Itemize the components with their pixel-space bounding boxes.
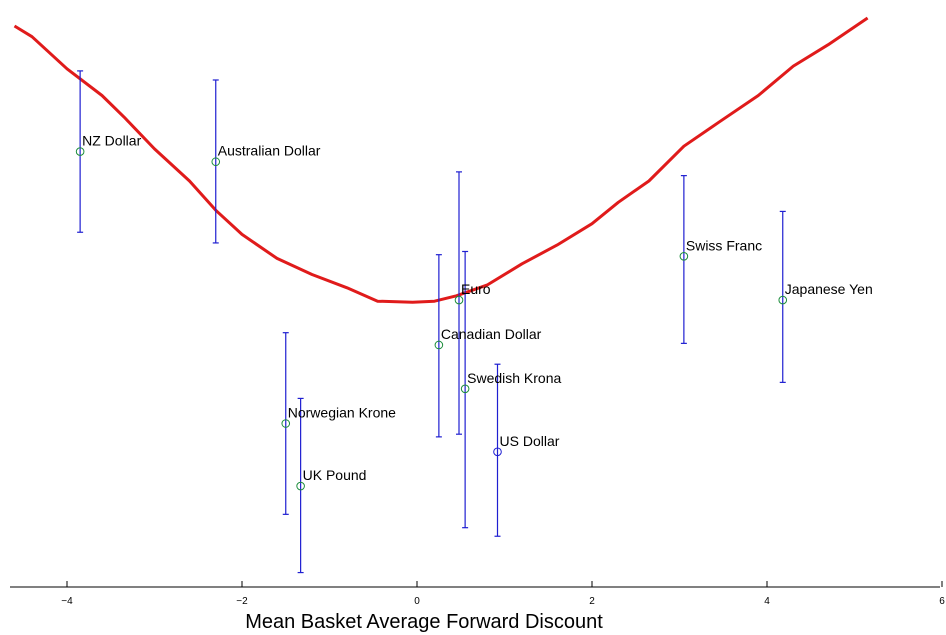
x-tick-label: 6: [939, 596, 945, 607]
x-tick-label: −4: [61, 596, 73, 607]
x-axis-title: Mean Basket Average Forward Discount: [245, 611, 603, 633]
data-point-label: Swiss Franc: [686, 237, 762, 253]
data-point-marker: [778, 295, 788, 305]
data-point-label: NZ Dollar: [82, 133, 141, 149]
data-point-label: US Dollar: [500, 433, 560, 449]
data-point-marker: [434, 340, 444, 350]
data-point-marker: [454, 295, 464, 305]
data-point-label: UK Pound: [303, 467, 367, 483]
x-tick-label: −2: [236, 596, 248, 607]
data-point-label: Japanese Yen: [785, 281, 873, 297]
data-point-marker: [211, 157, 221, 167]
data-point-label: Swedish Krona: [467, 370, 561, 386]
data-point-label: Euro: [461, 281, 491, 297]
x-tick-label: 2: [589, 596, 595, 607]
data-point-marker: [493, 447, 502, 457]
x-axis: −4 −2 0 2 4 6: [10, 581, 945, 607]
markers-layer: [75, 147, 788, 491]
data-point-label: Canadian Dollar: [441, 326, 542, 342]
data-point-marker: [460, 384, 470, 394]
data-point-marker: [75, 147, 85, 156]
data-point-marker: [679, 251, 689, 261]
data-point-label: Australian Dollar: [218, 143, 321, 159]
x-tick-label: 0: [414, 596, 420, 607]
data-point-label: Norwegian Krone: [288, 405, 396, 421]
data-point-marker: [296, 481, 305, 491]
point-labels-layer: NZ Dollar Australian Dollar Norwegian Kron…: [82, 133, 873, 483]
data-point-marker: [281, 419, 291, 428]
error-bars-layer: [77, 70, 786, 574]
fit-curve: [13, 16, 869, 304]
x-tick-label: 4: [764, 596, 770, 607]
fit-curve-layer: [13, 16, 869, 304]
